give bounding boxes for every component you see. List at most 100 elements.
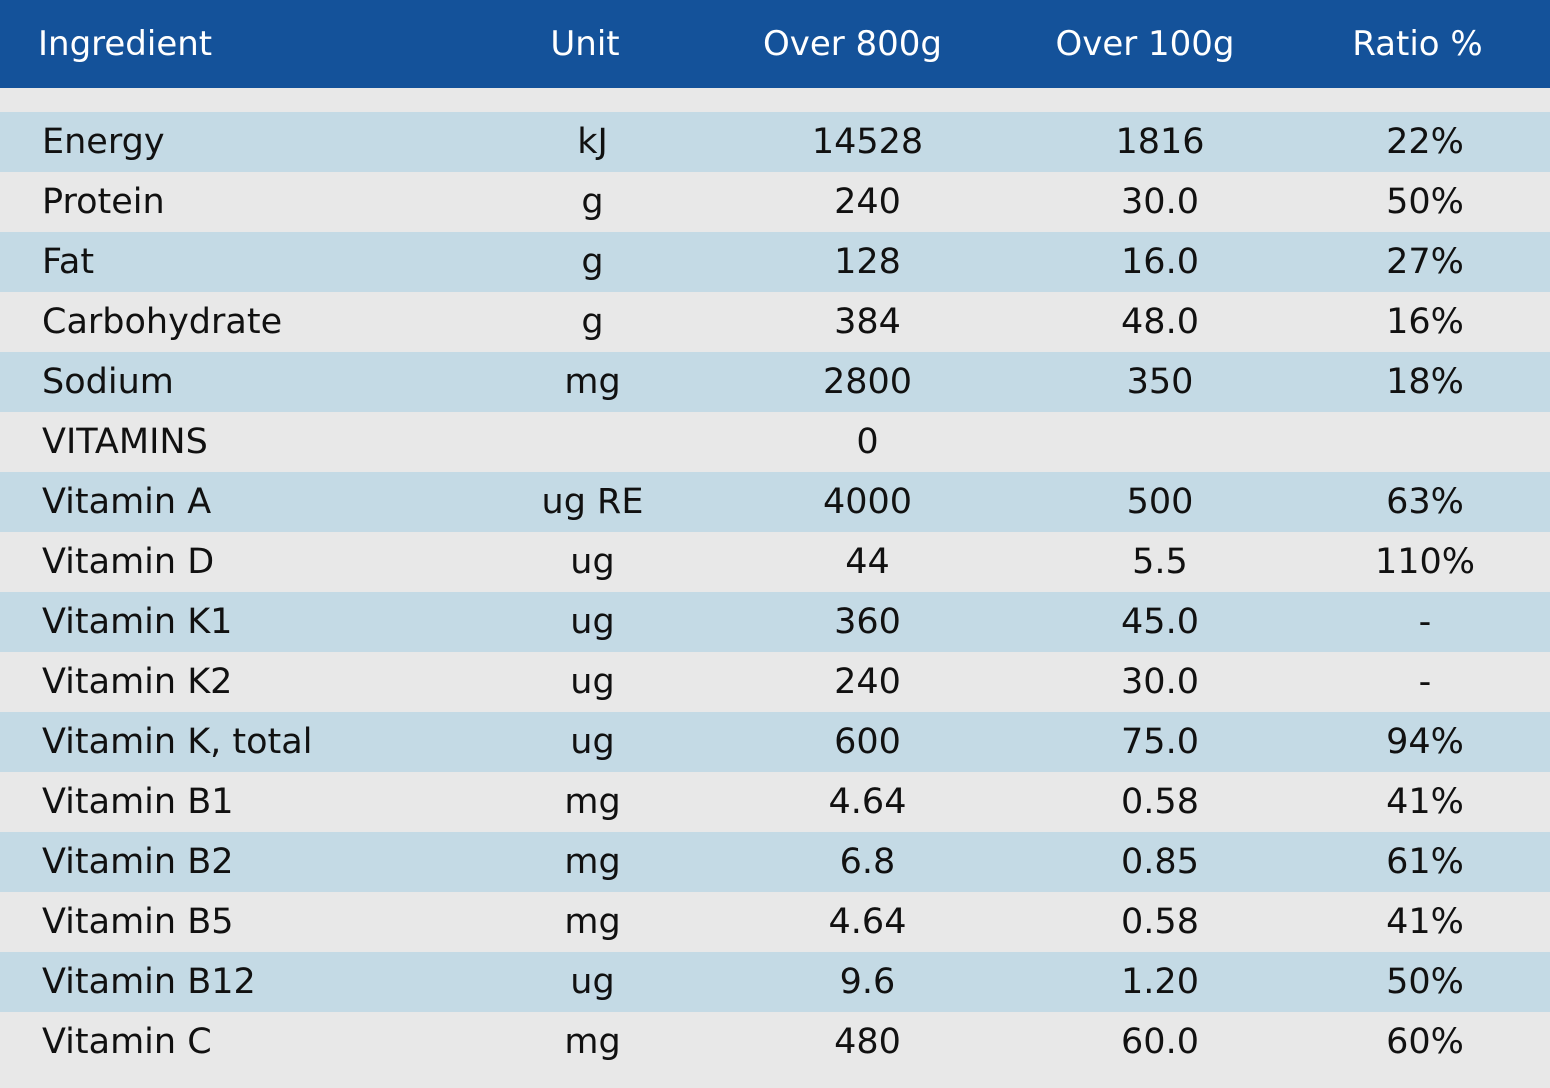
cell-over-100g: 1.20 — [1121, 961, 1199, 1002]
cell-ingredient: Vitamin B12 — [42, 961, 256, 1002]
cell-over-100g: 5.5 — [1132, 541, 1188, 582]
cell-ratio: 22% — [1386, 121, 1464, 162]
table-row: Fat g 128 16.0 27% — [0, 232, 1550, 292]
cell-over-800g: 480 — [834, 1021, 901, 1062]
cell-ingredient: Vitamin B5 — [42, 901, 234, 942]
cell-ingredient: Vitamin A — [42, 481, 212, 522]
cell-unit: g — [581, 181, 604, 222]
cell-over-100g: 500 — [1126, 481, 1194, 522]
cell-over-100g: 0.58 — [1121, 901, 1199, 942]
cell-over-800g: 9.6 — [839, 961, 896, 1002]
table-row: Protein g 240 30.0 50% — [0, 172, 1550, 232]
cell-over-100g: 0.85 — [1121, 841, 1199, 882]
cell-over-100g: 45.0 — [1121, 601, 1199, 642]
cell-over-100g: 0.58 — [1121, 781, 1199, 822]
cell-ingredient: Fat — [42, 241, 95, 282]
table-row: Vitamin C mg 480 60.0 60% — [0, 1012, 1550, 1072]
cell-ratio: 27% — [1386, 241, 1464, 282]
header-over-100g: Over 100g — [1055, 24, 1235, 64]
cell-unit: ug — [570, 601, 615, 642]
cell-ratio: 41% — [1386, 781, 1464, 822]
header-ratio: Ratio % — [1352, 24, 1483, 64]
cell-over-800g: 4.64 — [828, 781, 907, 822]
cell-ratio: - — [1418, 601, 1432, 642]
cell-unit: ug — [570, 661, 615, 702]
cell-unit: mg — [564, 901, 621, 942]
cell-ratio: 63% — [1386, 481, 1464, 522]
table-row: Sodium mg 2800 350 18% — [0, 352, 1550, 412]
cell-ratio: - — [1418, 661, 1432, 702]
table-header: Ingredient Unit Over 800g Over 100g Rati… — [0, 0, 1550, 88]
table-row: Carbohydrate g 384 48.0 16% — [0, 292, 1550, 352]
table-body: Energy kJ 14528 1816 22% Protein g 240 30.0 50% Fa… — [0, 112, 1550, 1072]
cell-unit: kJ — [577, 121, 608, 162]
cell-ratio: 61% — [1386, 841, 1464, 882]
cell-ingredient: Energy — [42, 121, 165, 162]
cell-over-800g: 128 — [834, 241, 901, 282]
table-row: Energy kJ 14528 1816 22% — [0, 112, 1550, 172]
cell-ratio: 94% — [1386, 721, 1464, 762]
cell-ingredient: Vitamin K, total — [42, 721, 313, 762]
cell-over-800g: 2800 — [822, 361, 913, 402]
table-row: Vitamin K1 ug 360 45.0 - — [0, 592, 1550, 652]
cell-unit: mg — [564, 781, 621, 822]
cell-unit: mg — [564, 841, 621, 882]
cell-ingredient: Sodium — [42, 361, 174, 402]
header-spacer — [0, 88, 1550, 112]
cell-over-100g: 48.0 — [1121, 301, 1199, 342]
cell-ingredient: Protein — [42, 181, 165, 222]
table-row: VITAMINS 0 — [0, 412, 1550, 472]
table-row: Vitamin D ug 44 5.5 110% — [0, 532, 1550, 592]
cell-over-800g: 360 — [834, 601, 901, 642]
cell-ratio: 16% — [1386, 301, 1464, 342]
header-over-800g: Over 800g — [762, 24, 943, 64]
cell-ingredient: Vitamin D — [42, 541, 215, 582]
cell-over-800g: 4.64 — [828, 901, 907, 942]
cell-over-100g: 1816 — [1115, 121, 1205, 162]
cell-ratio: 110% — [1374, 541, 1476, 582]
cell-unit: ug RE — [541, 481, 644, 522]
cell-over-100g: 75.0 — [1121, 721, 1199, 762]
cell-over-100g: 60.0 — [1121, 1021, 1199, 1062]
cell-over-800g: 6.8 — [839, 841, 896, 882]
cell-ingredient: Vitamin K2 — [42, 661, 233, 702]
cell-over-800g: 240 — [834, 181, 901, 222]
table-row: Vitamin B2 mg 6.8 0.85 61% — [0, 832, 1550, 892]
table-row: Vitamin B5 mg 4.64 0.58 41% — [0, 892, 1550, 952]
cell-unit: mg — [564, 1021, 621, 1062]
cell-over-800g: 44 — [845, 541, 890, 582]
table-row: Vitamin B1 mg 4.64 0.58 41% — [0, 772, 1550, 832]
cell-ingredient: Vitamin K1 — [42, 601, 233, 642]
table-row: Vitamin K2 ug 240 30.0 - — [0, 652, 1550, 712]
cell-unit: mg — [564, 361, 621, 402]
cell-over-800g: 4000 — [822, 481, 913, 522]
header-unit: Unit — [550, 24, 620, 64]
cell-unit: ug — [570, 721, 615, 762]
cell-unit: ug — [570, 541, 615, 582]
header-ingredient: Ingredient — [38, 24, 213, 64]
cell-over-100g: 30.0 — [1121, 661, 1199, 702]
table-row: Vitamin B12 ug 9.6 1.20 50% — [0, 952, 1550, 1012]
cell-over-800g: 600 — [834, 721, 901, 762]
cell-over-800g: 240 — [834, 661, 901, 702]
cell-ingredient: Vitamin B2 — [42, 841, 234, 882]
cell-ingredient: Carbohydrate — [42, 301, 283, 342]
cell-over-100g: 16.0 — [1121, 241, 1199, 282]
cell-unit: g — [581, 301, 604, 342]
cell-ratio: 18% — [1386, 361, 1464, 402]
cell-over-800g: 0 — [856, 421, 879, 462]
cell-ingredient: Vitamin C — [42, 1021, 212, 1062]
cell-over-800g: 14528 — [811, 121, 924, 162]
cell-ratio: 50% — [1386, 181, 1464, 222]
cell-over-800g: 384 — [834, 301, 901, 342]
cell-ingredient: Vitamin B1 — [42, 781, 234, 822]
table-row: Vitamin A ug RE 4000 500 63% — [0, 472, 1550, 532]
cell-over-100g: 30.0 — [1121, 181, 1199, 222]
cell-ratio: 41% — [1386, 901, 1464, 942]
cell-ratio: 50% — [1386, 961, 1464, 1002]
cell-ingredient: VITAMINS — [42, 421, 208, 462]
cell-ratio: 60% — [1386, 1021, 1464, 1062]
cell-over-100g: 350 — [1126, 361, 1194, 402]
cell-unit: g — [581, 241, 604, 282]
